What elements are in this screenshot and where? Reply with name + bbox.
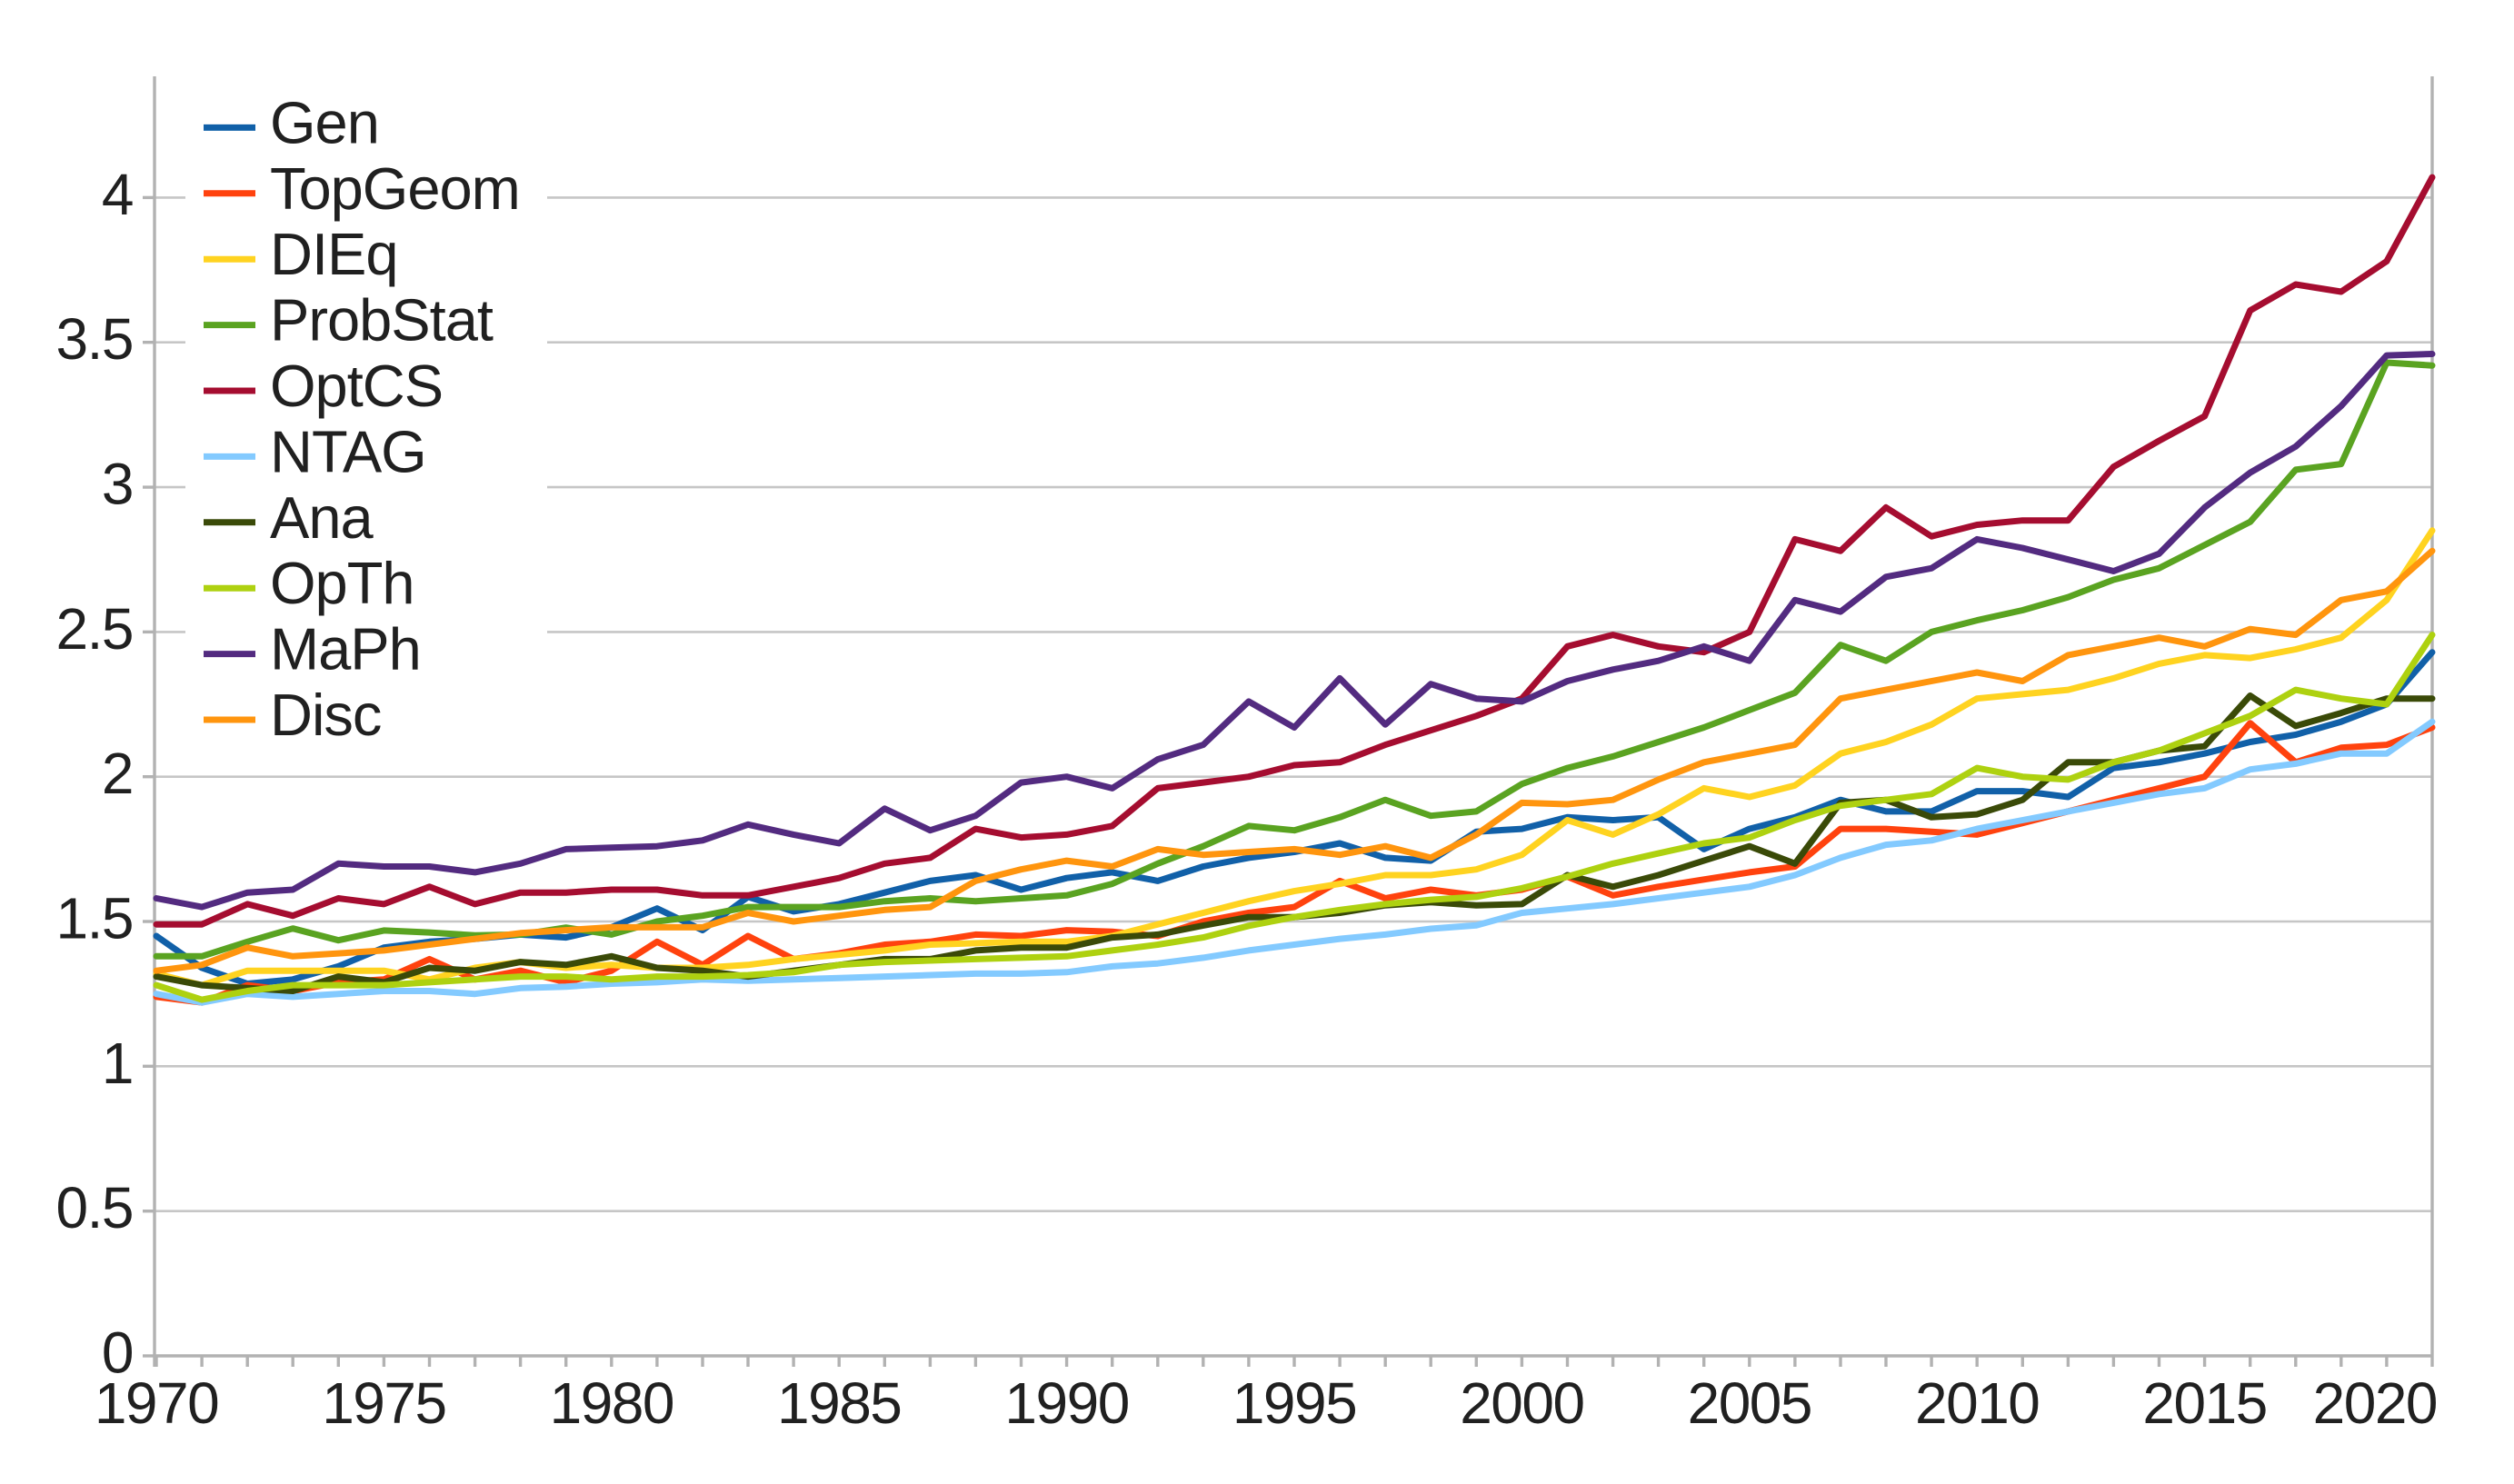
svg-text:MaPh: MaPh [270, 616, 421, 682]
svg-text:2000: 2000 [1460, 1370, 1583, 1436]
svg-text:1: 1 [102, 1031, 133, 1096]
svg-text:3.5: 3.5 [56, 306, 133, 372]
svg-text:4: 4 [102, 162, 133, 227]
svg-text:Ana: Ana [270, 484, 374, 551]
svg-text:DIEq: DIEq [270, 221, 398, 287]
svg-text:2.5: 2.5 [56, 596, 133, 662]
svg-text:2005: 2005 [1688, 1370, 1811, 1436]
svg-text:OptCS: OptCS [270, 353, 443, 419]
svg-text:NTAG: NTAG [270, 418, 426, 484]
svg-text:1980: 1980 [550, 1370, 673, 1436]
svg-text:2015: 2015 [2142, 1370, 2266, 1436]
svg-text:OpTh: OpTh [270, 550, 414, 616]
svg-text:1.5: 1.5 [56, 886, 133, 951]
svg-text:1995: 1995 [1232, 1370, 1356, 1436]
svg-text:1975: 1975 [322, 1370, 445, 1436]
svg-text:2: 2 [102, 741, 133, 806]
svg-text:0: 0 [102, 1320, 133, 1386]
svg-text:Disc: Disc [270, 682, 381, 748]
svg-text:2010: 2010 [1915, 1370, 2039, 1436]
svg-text:1970: 1970 [95, 1370, 218, 1436]
svg-text:TopGeom: TopGeom [270, 155, 520, 222]
svg-text:3: 3 [102, 452, 133, 517]
svg-text:0.5: 0.5 [56, 1175, 133, 1240]
svg-text:Gen: Gen [270, 89, 379, 155]
svg-text:1990: 1990 [1004, 1370, 1128, 1436]
svg-text:1985: 1985 [777, 1370, 901, 1436]
svg-text:2020: 2020 [2313, 1370, 2437, 1436]
svg-text:ProbStat: ProbStat [270, 287, 494, 354]
